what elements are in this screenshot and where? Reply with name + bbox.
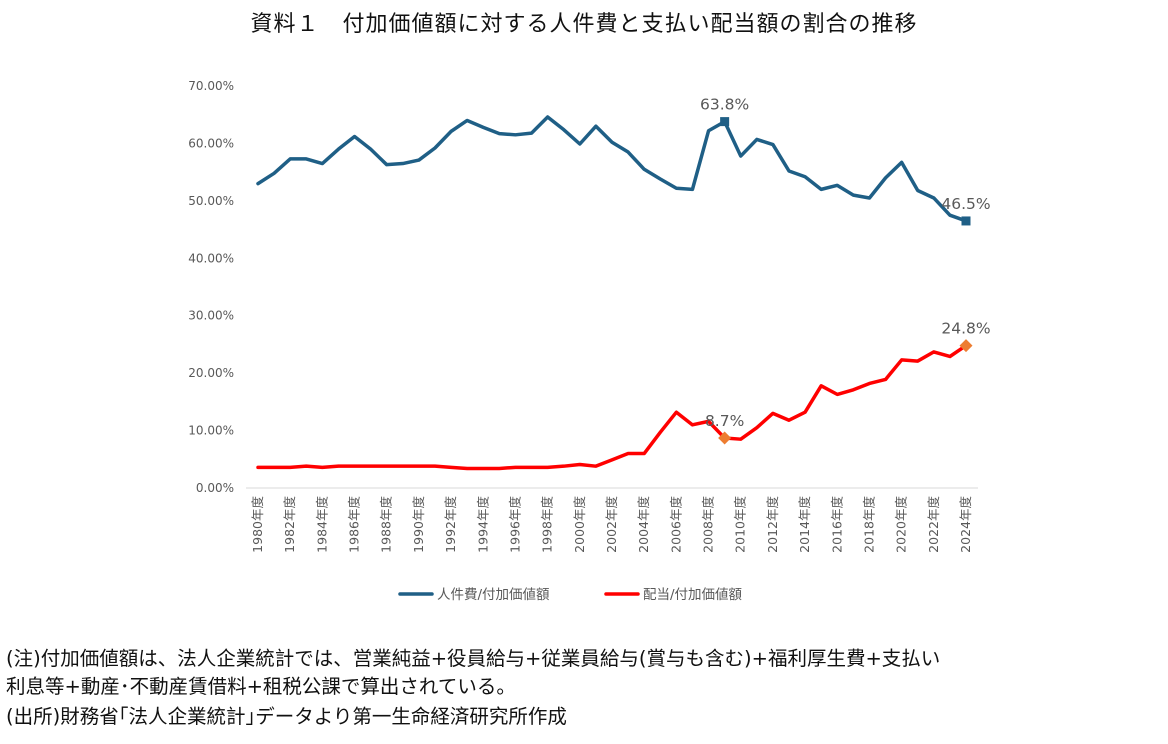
dividend-line — [256, 343, 968, 471]
dividend-marker — [718, 431, 732, 445]
x-tick-label: 2008年度 — [701, 496, 716, 553]
x-tick-label: 1994年度 — [475, 496, 490, 553]
x-tick-label: 1984年度 — [314, 496, 329, 553]
x-tick-label: 2020年度 — [894, 496, 909, 553]
dividend-data-label: 24.8% — [941, 320, 990, 338]
personnel-cost-data-label: 63.8% — [700, 96, 749, 114]
x-tick-label: 2012年度 — [765, 496, 780, 553]
y-tick-label: 60.00% — [188, 136, 234, 150]
personnel-cost-line — [256, 115, 968, 223]
y-tick-label: 10.00% — [188, 424, 234, 438]
x-tick-label: 2000年度 — [572, 496, 587, 553]
personnel-cost-marker — [961, 216, 971, 226]
x-axis: 1980年度 1982年度 1984年度 1986年度 1988年度 1990年度 1992… — [246, 487, 978, 553]
x-tick-label: 1992年度 — [443, 496, 458, 553]
x-tick-label: 2018年度 — [861, 496, 876, 553]
y-tick-label: 30.00% — [188, 309, 234, 323]
series-layer: 63.8% 46.5% 8.7% 24.8% — [256, 96, 991, 471]
line-chart: 0.00% 10.00% 20.00% 30.00% 40.00% 50.00% 60.00… — [188, 79, 991, 603]
x-tick-label: 1982年度 — [282, 496, 297, 553]
y-axis: 0.00% 10.00% 20.00% 30.00% 40.00% 50.00% 60.00… — [188, 79, 234, 495]
source-note: (出所)財務省｢法人企業統計｣データより第一生命経済研究所作成 — [6, 705, 567, 728]
x-tick-label: 1996年度 — [507, 496, 522, 553]
x-tick-label: 2014年度 — [797, 496, 812, 553]
x-tick-label: 2024年度 — [958, 496, 973, 553]
x-tick-label: 2010年度 — [733, 496, 748, 553]
y-tick-label: 70.00% — [188, 79, 234, 93]
x-tick-label: 2016年度 — [829, 496, 844, 553]
x-tick-label: 1990年度 — [411, 496, 426, 553]
dividend-marker — [959, 339, 973, 353]
x-tick-label: 1988年度 — [379, 496, 394, 553]
note-line-1: (注)付加価値額は、法人企業統計では、営業純益+役員給与+従業員給与(賞与も含む… — [6, 647, 941, 670]
legend-label-dividend: 配当/付加価値額 — [643, 587, 742, 603]
personnel-cost-data-label: 46.5% — [941, 195, 990, 213]
x-tick-label: 1998年度 — [540, 496, 555, 553]
x-tick-label: 1986年度 — [347, 496, 362, 553]
dividend-data-label: 8.7% — [705, 412, 744, 430]
x-tick-label: 2004年度 — [636, 496, 651, 553]
x-tick-label: 1980年度 — [250, 496, 265, 553]
y-tick-label: 0.00% — [196, 481, 234, 495]
legend: 人件費/付加価値額 配当/付加価値額 — [398, 587, 742, 603]
x-tick-label: 2002年度 — [604, 496, 619, 553]
y-tick-label: 50.00% — [188, 194, 234, 208]
personnel-cost-marker — [720, 117, 730, 127]
x-tick-label: 2022年度 — [926, 496, 941, 553]
chart-title: 資料１ 付加価値額に対する人件費と支払い配当額の割合の推移 — [250, 12, 918, 37]
y-tick-label: 20.00% — [188, 366, 234, 380]
legend-label-personnel: 人件費/付加価値額 — [437, 587, 550, 603]
x-tick-label: 2006年度 — [668, 496, 683, 553]
note-line-2: 利息等+動産･不動産賃借料+租税公課で算出されている。 — [6, 675, 516, 698]
y-tick-label: 40.00% — [188, 251, 234, 265]
